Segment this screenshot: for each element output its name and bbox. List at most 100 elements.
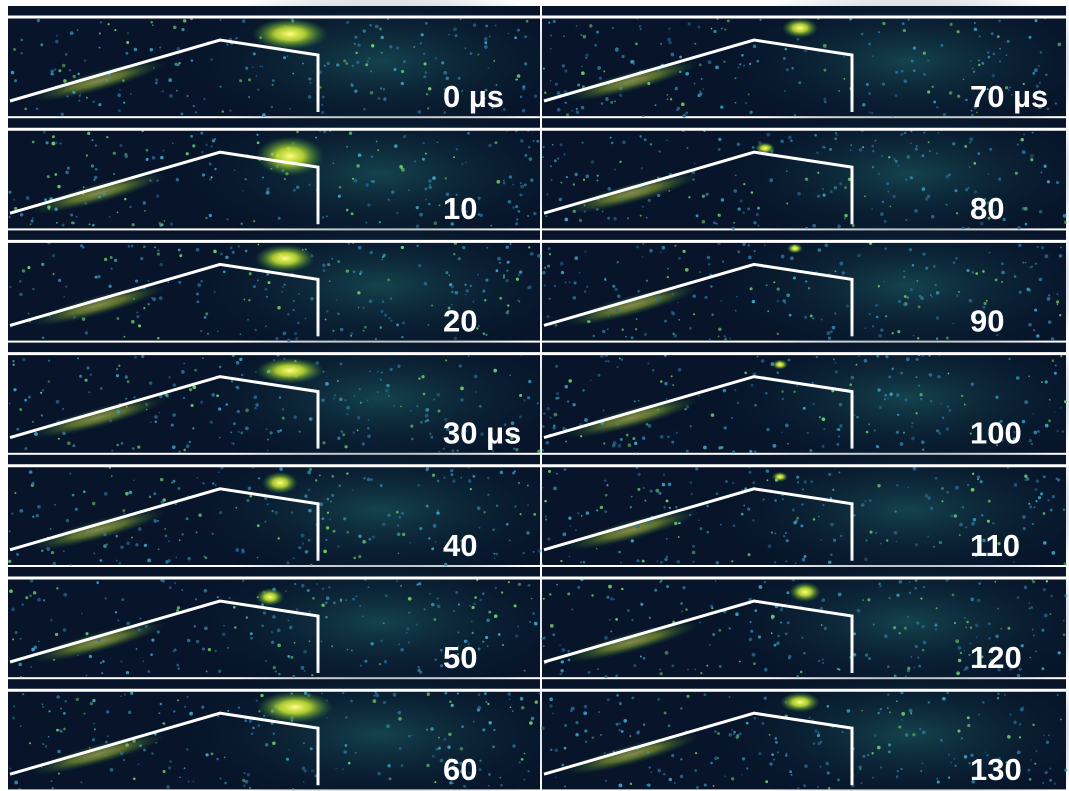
speckle: [1052, 359, 1055, 362]
speckle: [907, 487, 909, 489]
speckle: [972, 68, 974, 70]
speckle: [420, 42, 422, 44]
speckle: [202, 648, 205, 651]
speckle: [888, 375, 891, 378]
speckle: [685, 608, 687, 610]
speckle: [393, 693, 397, 697]
speckle: [56, 222, 58, 224]
speckle: [732, 450, 735, 453]
speckle: [648, 766, 650, 768]
speckle: [557, 108, 561, 112]
speckle: [1043, 734, 1045, 736]
speckle: [1029, 289, 1032, 292]
speckle: [265, 325, 267, 327]
speckle: [487, 477, 490, 480]
speckle: [548, 470, 551, 473]
speckle: [542, 156, 544, 158]
speckle: [564, 468, 567, 471]
speckle: [520, 96, 523, 99]
speckle: [995, 634, 998, 637]
speckle: [816, 151, 819, 154]
speckle: [637, 488, 640, 491]
speckle: [786, 294, 790, 298]
speckle: [264, 521, 266, 523]
speckle: [862, 146, 864, 148]
speckle: [126, 622, 130, 626]
speckle: [948, 409, 951, 412]
speckle: [55, 40, 58, 43]
speckle: [833, 539, 836, 542]
speckle: [486, 247, 488, 249]
speckle: [465, 47, 467, 49]
speckle: [512, 710, 514, 712]
speckle: [574, 256, 578, 260]
speckle: [321, 398, 325, 402]
speckle: [731, 777, 734, 780]
speckle: [565, 385, 569, 389]
speckle: [245, 250, 248, 253]
speckle: [904, 295, 907, 298]
speckle: [562, 648, 566, 652]
speckle: [785, 424, 789, 428]
speckle: [105, 597, 107, 599]
speckle: [91, 164, 94, 167]
speckle: [75, 508, 78, 511]
speckle: [953, 261, 956, 264]
speckle: [545, 519, 547, 521]
speckle: [253, 220, 255, 222]
speckle: [674, 782, 676, 784]
speckle: [222, 633, 226, 637]
speckle: [43, 131, 46, 134]
speckle: [797, 481, 799, 483]
speckle: [1035, 500, 1037, 502]
speckle: [150, 421, 152, 423]
speckle: [103, 544, 107, 548]
speckle: [110, 256, 113, 259]
speckle: [21, 603, 23, 605]
speckle: [58, 438, 60, 440]
speckle: [918, 385, 920, 387]
speckle: [668, 41, 672, 45]
speckle: [254, 407, 256, 409]
speckle: [575, 733, 579, 737]
speckle: [974, 22, 976, 24]
speckle: [568, 379, 572, 383]
speckle: [664, 382, 668, 386]
speckle: [616, 723, 619, 726]
speckle: [363, 307, 365, 309]
speckle: [975, 272, 978, 275]
speckle: [618, 551, 621, 554]
speckle: [553, 424, 555, 426]
speckle: [479, 760, 481, 762]
speckle: [369, 370, 371, 372]
speckle: [484, 37, 488, 41]
speckle: [128, 711, 131, 714]
speckle: [309, 468, 312, 471]
speckle: [484, 41, 487, 44]
speckle: [357, 44, 360, 47]
speckle: [95, 168, 98, 171]
speckle: [992, 522, 995, 525]
speckle: [818, 248, 821, 251]
speckle: [691, 493, 693, 495]
speckle: [958, 291, 960, 293]
speckle: [1017, 143, 1019, 145]
speckle: [969, 137, 973, 141]
speckle: [166, 785, 170, 789]
speckle: [879, 585, 882, 588]
speckle: [524, 62, 527, 65]
speckle: [196, 640, 199, 643]
speckle: [712, 633, 715, 636]
speckle: [904, 398, 907, 401]
speckle: [125, 155, 128, 158]
speckle: [257, 141, 260, 144]
speckle: [1029, 505, 1032, 508]
speckle: [961, 737, 963, 739]
speckle: [643, 115, 645, 117]
speckle: [416, 405, 418, 407]
speckle: [499, 262, 501, 264]
speckle: [528, 380, 531, 383]
speckle: [53, 659, 55, 661]
speckle: [492, 528, 495, 531]
speckle: [935, 628, 937, 630]
